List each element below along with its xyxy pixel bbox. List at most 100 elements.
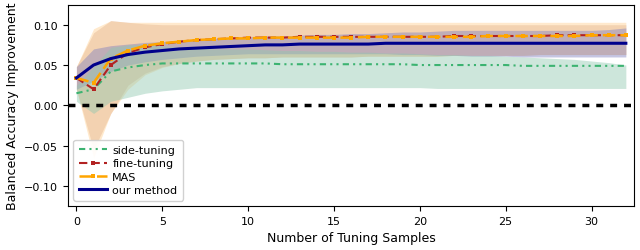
MAS [107, 58, 115, 61]
MAS [484, 35, 492, 38]
Line: MAS: MAS [74, 34, 628, 86]
side-tuning [348, 64, 355, 66]
fine-tuning [502, 35, 509, 38]
side-tuning [107, 71, 115, 74]
MAS [433, 36, 441, 39]
MAS [72, 77, 80, 80]
MAS [536, 35, 544, 38]
side-tuning [536, 65, 544, 68]
our method [90, 64, 97, 67]
our method [278, 44, 286, 47]
MAS [554, 35, 561, 38]
MAS [364, 36, 372, 39]
our method [296, 44, 303, 46]
fine-tuning [262, 37, 269, 40]
MAS [381, 36, 389, 39]
fine-tuning [107, 64, 115, 67]
Y-axis label: Balanced Accuracy Improvement: Balanced Accuracy Improvement [6, 2, 19, 209]
fine-tuning [536, 35, 544, 38]
fine-tuning [588, 34, 595, 37]
fine-tuning [519, 35, 527, 38]
MAS [399, 36, 406, 39]
Line: our method: our method [76, 44, 626, 79]
side-tuning [554, 65, 561, 68]
MAS [451, 36, 458, 39]
MAS [262, 37, 269, 40]
our method [536, 42, 544, 45]
our method [399, 42, 406, 45]
our method [330, 44, 338, 46]
fine-tuning [227, 38, 235, 41]
MAS [588, 34, 595, 37]
MAS [348, 37, 355, 40]
fine-tuning [570, 34, 578, 37]
fine-tuning [622, 34, 630, 37]
side-tuning [416, 64, 424, 67]
our method [554, 42, 561, 45]
side-tuning [210, 63, 218, 66]
side-tuning [588, 65, 595, 68]
fine-tuning [90, 88, 97, 91]
our method [124, 54, 132, 57]
side-tuning [193, 63, 200, 66]
our method [605, 42, 612, 45]
side-tuning [622, 65, 630, 68]
fine-tuning [399, 36, 406, 39]
fine-tuning [313, 36, 321, 39]
X-axis label: Number of Tuning Samples: Number of Tuning Samples [267, 232, 435, 244]
side-tuning [227, 63, 235, 66]
MAS [467, 36, 475, 39]
MAS [605, 34, 612, 37]
MAS [519, 35, 527, 38]
fine-tuning [244, 37, 252, 40]
side-tuning [175, 63, 183, 66]
MAS [330, 37, 338, 40]
fine-tuning [605, 34, 612, 37]
MAS [227, 38, 235, 41]
fine-tuning [381, 36, 389, 39]
side-tuning [364, 64, 372, 66]
fine-tuning [278, 37, 286, 40]
our method [588, 42, 595, 45]
MAS [210, 38, 218, 42]
side-tuning [141, 64, 149, 67]
our method [416, 42, 424, 45]
side-tuning [313, 64, 321, 66]
fine-tuning [159, 44, 166, 46]
Line: fine-tuning: fine-tuning [74, 34, 628, 92]
MAS [296, 37, 303, 40]
MAS [502, 35, 509, 38]
fine-tuning [348, 36, 355, 39]
our method [451, 42, 458, 45]
fine-tuning [210, 38, 218, 42]
fine-tuning [451, 35, 458, 38]
side-tuning [244, 63, 252, 66]
side-tuning [484, 64, 492, 67]
MAS [193, 40, 200, 42]
Legend: side-tuning, fine-tuning, MAS, our method: side-tuning, fine-tuning, MAS, our metho… [74, 140, 183, 201]
side-tuning [399, 64, 406, 66]
our method [175, 48, 183, 51]
side-tuning [330, 64, 338, 66]
our method [502, 42, 509, 45]
fine-tuning [467, 35, 475, 38]
our method [348, 44, 355, 46]
our method [519, 42, 527, 45]
our method [313, 44, 321, 46]
MAS [244, 38, 252, 41]
fine-tuning [193, 40, 200, 42]
our method [433, 42, 441, 45]
our method [227, 46, 235, 49]
fine-tuning [141, 46, 149, 50]
side-tuning [381, 64, 389, 66]
fine-tuning [72, 77, 80, 80]
fine-tuning [124, 52, 132, 55]
our method [107, 58, 115, 61]
our method [141, 52, 149, 54]
MAS [278, 37, 286, 40]
side-tuning [90, 88, 97, 91]
our method [484, 42, 492, 45]
side-tuning [262, 63, 269, 66]
side-tuning [278, 64, 286, 66]
side-tuning [502, 64, 509, 67]
